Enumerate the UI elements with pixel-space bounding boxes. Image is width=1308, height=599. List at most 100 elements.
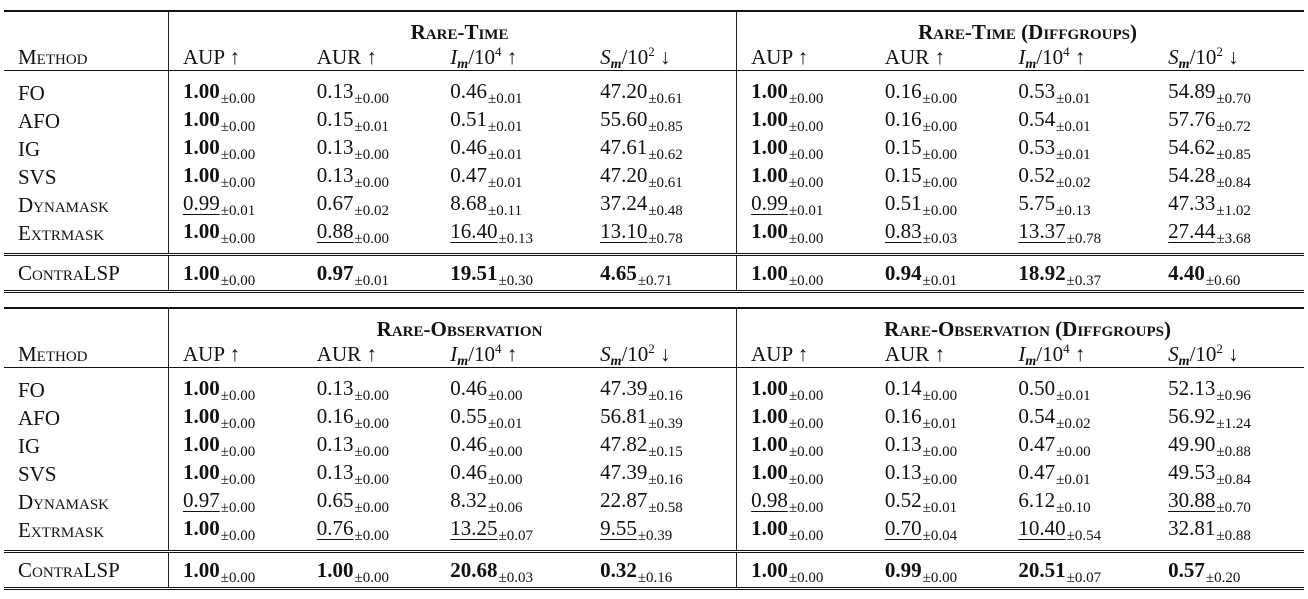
cell-value: 54.62 [1168,135,1216,159]
method-name: ContraLSP [4,550,169,590]
cell-std: ±0.15 [648,444,683,460]
metric-cell: 0.13±0.00 [303,432,437,460]
metric-cell: 0.55±0.01 [436,404,586,432]
metric-cell: 54.89±0.70 [1154,71,1304,107]
table-row: IG 1.00±0.00 0.13±0.00 0.46±0.01 47.61±0.62 1… [4,135,1304,163]
metric-cell: 0.98±0.00 [737,488,871,516]
cell-value: 0.88 [316,219,354,243]
metric-cell: 20.68±0.03 [436,550,587,590]
table-row: SVS 1.00±0.00 0.13±0.00 0.47±0.01 47.20±0.61… [4,163,1304,191]
metric-cell: 0.94±0.01 [870,253,1005,293]
metric-cell: 0.32±0.16 [586,550,738,590]
cell-value: 0.97 [183,488,220,512]
cell-value: 0.13 [316,79,354,103]
cell-value: 49.53 [1168,460,1216,484]
cell-std: ±0.48 [648,203,683,219]
metric-cell: 47.82±0.15 [586,432,738,460]
cell-std: ±0.00 [922,569,958,586]
cell-value: 54.28 [1168,163,1216,187]
cell-std: ±0.00 [220,91,256,107]
cell-value: 0.16 [884,79,922,103]
method-name: FO [4,367,169,404]
column-header: Im/104 ↑ [436,44,587,72]
cell-value: 1.00 [183,404,220,428]
metric-cell: 4.40±0.60 [1154,253,1304,293]
cell-value: 0.67 [316,191,354,215]
cell-value: 0.13 [316,163,354,187]
metric-cell: 55.60±0.85 [586,107,738,135]
cell-value: 0.54 [1018,404,1056,428]
cell-value: 52.13 [1168,376,1216,400]
cell-value: 57.76 [1168,107,1216,131]
cell-value: 0.46 [450,432,488,456]
metric-cell: 47.33±1.02 [1154,191,1304,219]
metric-cell: 1.00±0.00 [169,404,303,432]
cell-value: 0.14 [884,376,922,400]
cell-value: 1.00 [751,557,788,582]
cell-std: ±0.70 [1216,91,1251,107]
metric-cell: 30.88±0.70 [1154,488,1304,516]
metric-cell: 0.65±0.00 [303,488,437,516]
metric-cell: 1.00±0.00 [737,107,871,135]
cell-value: 47.20 [600,163,648,187]
metric-cell: 1.00±0.00 [737,163,871,191]
cell-value: 1.00 [751,376,788,400]
cell-value: 47.20 [600,79,648,103]
column-header: AUP ↑ [736,45,871,71]
cell-std: ±0.00 [354,175,390,191]
cell-value: 1.00 [751,260,788,285]
cell-value: 0.13 [884,460,922,484]
cell-value: 1.00 [183,219,220,243]
method-name: IG [4,432,169,460]
metric-cell: 13.10±0.78 [586,219,738,255]
cell-std: ±0.00 [220,528,256,544]
metric-cell: 1.00±0.00 [169,516,303,552]
table-row: IG 1.00±0.00 0.13±0.00 0.46±0.00 47.82±0.15 1… [4,432,1304,460]
cell-value: 1.00 [751,516,788,540]
cell-std: ±0.01 [488,147,523,163]
cell-std: ±0.71 [637,272,673,289]
cell-std: ±0.00 [220,119,256,135]
cell-std: ±0.00 [922,203,958,219]
cell-std: ±0.04 [922,528,958,544]
cell-value: 56.92 [1168,404,1216,428]
metric-cell: 0.15±0.01 [303,107,437,135]
cell-value: 1.00 [751,163,788,187]
cell-value: 0.46 [450,79,488,103]
cell-std: ±0.01 [354,119,390,135]
cell-std: ±0.00 [220,444,256,460]
cell-std: ±0.85 [648,119,683,135]
cell-std: ±0.00 [922,147,958,163]
cell-value: 1.00 [316,557,354,582]
metric-cell: 0.46±0.01 [436,71,586,107]
cell-std: ±0.00 [788,119,824,135]
cell-std: ±0.00 [220,569,256,586]
metric-cell: 0.54±0.02 [1004,404,1154,432]
method-name: ContraLSP [4,253,169,293]
metric-cell: 1.00±0.00 [169,460,303,488]
cell-std: ±0.00 [354,147,390,163]
cell-std: ±0.39 [648,416,683,432]
metric-cell: 0.53±0.01 [1004,135,1154,163]
method-name: FO [4,70,169,107]
cell-std: ±0.13 [498,231,534,247]
cell-std: ±0.02 [1056,416,1091,432]
cell-std: ±0.16 [637,569,673,586]
cell-std: ±0.00 [788,231,824,247]
metric-cell: 0.52±0.01 [871,488,1005,516]
metric-cell: 1.00±0.00 [169,219,303,255]
column-header: Sm/102 ↓ [1154,341,1304,369]
cell-value: 18.92 [1018,260,1066,285]
cell-value: 1.00 [751,219,788,243]
metric-cell: 0.99±0.01 [737,191,871,219]
cell-value: 27.44 [1168,219,1216,243]
metric-cell: 0.15±0.00 [871,135,1005,163]
cell-value: 0.15 [884,135,922,159]
cell-std: ±0.01 [220,203,256,219]
cell-std: ±0.00 [788,528,824,544]
cell-value: 47.82 [600,432,648,456]
metric-cell: 1.00±0.00 [737,404,871,432]
metric-cell: 0.13±0.00 [303,135,437,163]
metric-cell: 5.75±0.13 [1004,191,1154,219]
column-header: Sm/102 ↓ [586,341,738,369]
